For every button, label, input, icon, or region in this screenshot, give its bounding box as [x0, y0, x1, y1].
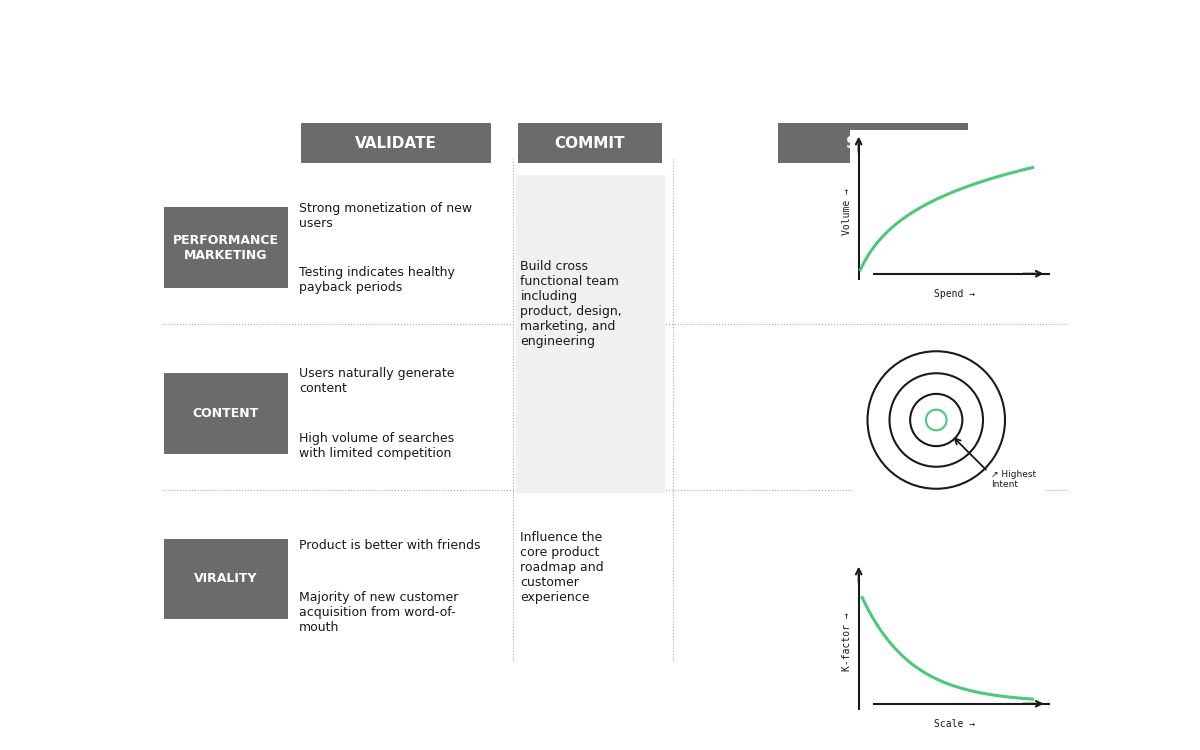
Text: COMMIT: COMMIT [554, 136, 625, 151]
FancyBboxPatch shape [778, 123, 967, 164]
Text: Build cross
functional team
including
product, design,
marketing, and
engineerin: Build cross functional team including pr… [521, 260, 623, 348]
Text: Product is better with friends: Product is better with friends [299, 538, 480, 551]
Text: Spend →: Spend → [934, 289, 974, 298]
Text: PERFORMANCE
MARKETING: PERFORMANCE MARKETING [173, 234, 278, 262]
Text: Majority of new customer
acquisition from word-of-
mouth: Majority of new customer acquisition fro… [299, 591, 458, 634]
Text: VALIDATE: VALIDATE [355, 136, 437, 151]
FancyBboxPatch shape [301, 123, 491, 164]
FancyBboxPatch shape [164, 538, 288, 620]
Text: Scale →: Scale → [934, 718, 974, 729]
Text: VIRALITY: VIRALITY [194, 572, 258, 586]
Text: K-factor →: K-factor → [841, 612, 852, 670]
FancyBboxPatch shape [518, 123, 661, 164]
Text: Strong monetization of new
users: Strong monetization of new users [299, 202, 472, 229]
Text: High volume of searches
with limited competition: High volume of searches with limited com… [299, 431, 454, 460]
Text: CONTENT: CONTENT [193, 407, 259, 420]
FancyBboxPatch shape [516, 175, 665, 493]
FancyBboxPatch shape [164, 373, 288, 454]
FancyBboxPatch shape [164, 208, 288, 288]
Text: Users naturally generate
content: Users naturally generate content [299, 368, 455, 395]
Text: Testing indicates healthy
payback periods: Testing indicates healthy payback period… [299, 266, 455, 294]
Text: ↗ Highest
Intent: ↗ Highest Intent [991, 470, 1037, 489]
Text: Volume →: Volume → [841, 188, 852, 235]
Text: SCALE: SCALE [846, 136, 900, 151]
Text: Influence the
core product
roadmap and
customer
experience: Influence the core product roadmap and c… [521, 531, 604, 604]
